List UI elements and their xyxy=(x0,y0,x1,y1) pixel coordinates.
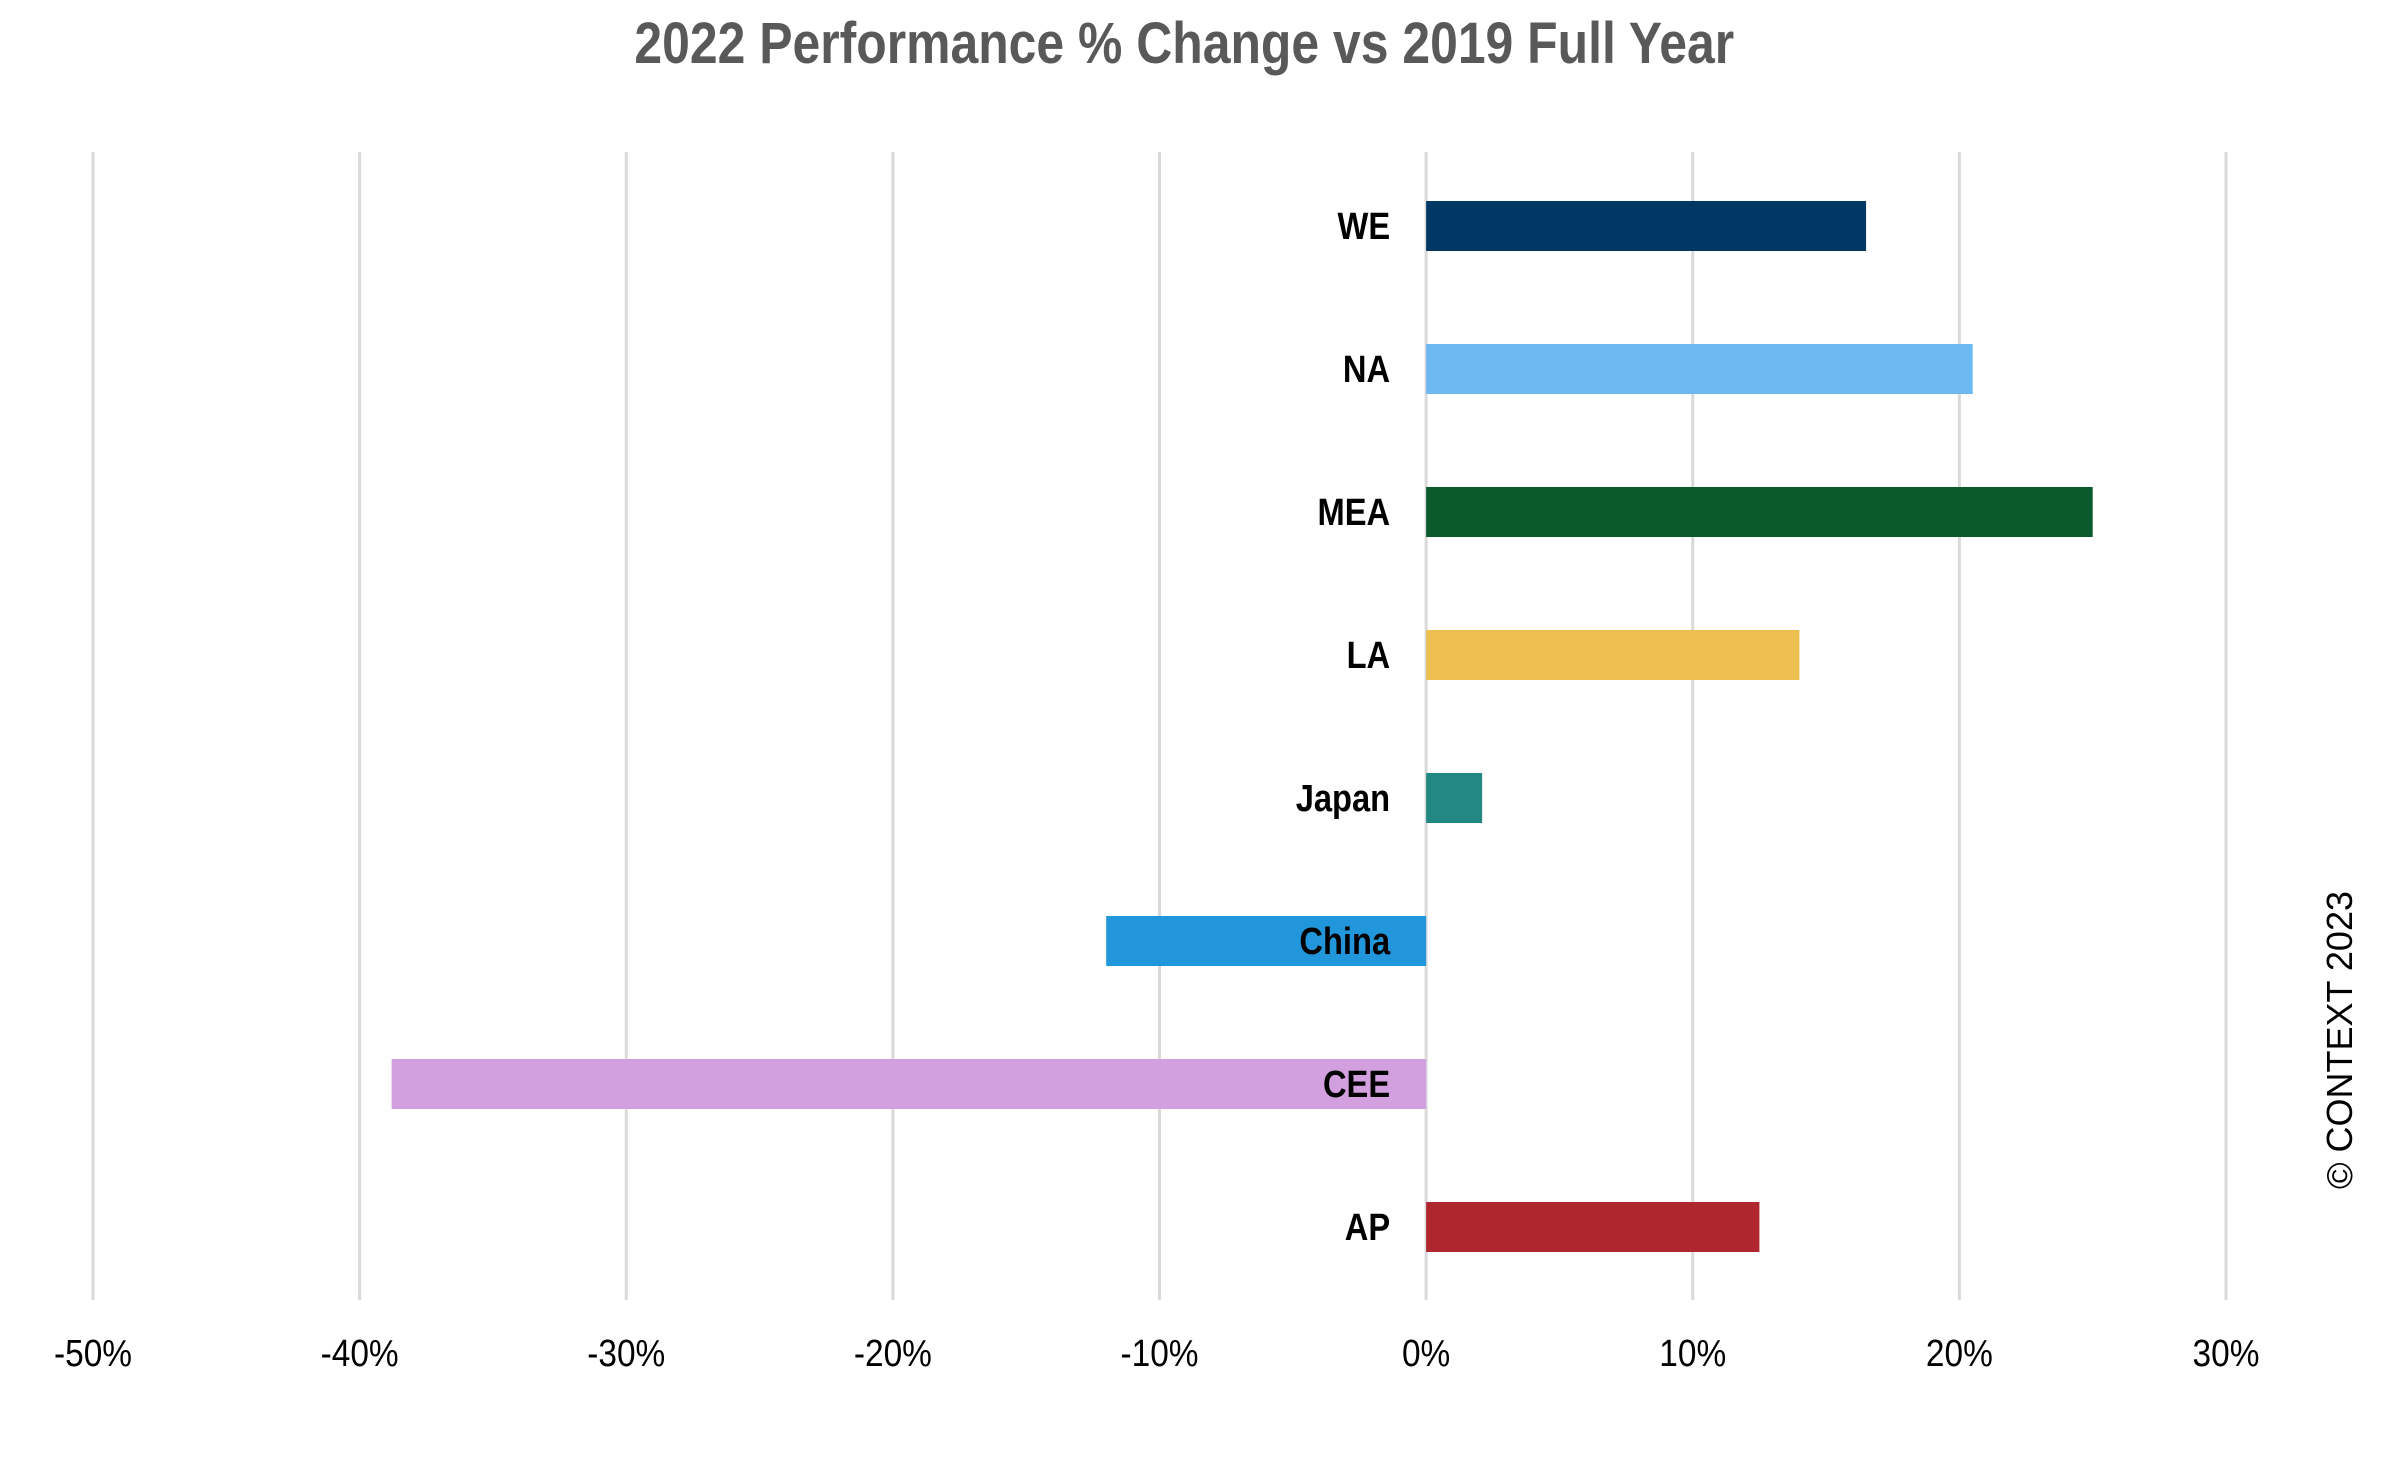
category-label: NA xyxy=(1343,348,1390,391)
bar-china xyxy=(1106,916,1427,966)
x-tick-label: 20% xyxy=(1926,1332,1993,1374)
x-tick-label: -10% xyxy=(1120,1332,1198,1374)
bar-japan xyxy=(1426,773,1483,823)
gridlines xyxy=(91,152,2228,1300)
category-label: AP xyxy=(1345,1206,1390,1249)
bar-mea xyxy=(1426,487,2093,537)
chart-title: 2022 Performance % Change vs 2019 Full Y… xyxy=(634,11,1735,76)
x-tick-label: -30% xyxy=(587,1332,665,1374)
category-label: Japan xyxy=(1296,777,1390,820)
x-tick-label: -40% xyxy=(321,1332,399,1374)
x-tick-label: 0% xyxy=(1402,1332,1450,1374)
category-label: WE xyxy=(1338,205,1391,248)
bar-we xyxy=(1426,201,1867,251)
bar-ap xyxy=(1426,1202,1760,1252)
copyright-text: © CONTEXT 2023 xyxy=(2319,891,2360,1189)
bar-cee xyxy=(391,1059,1427,1109)
x-tick-label: 10% xyxy=(1659,1332,1726,1374)
category-label: MEA xyxy=(1318,491,1391,534)
bars xyxy=(391,201,2093,1252)
category-label: LA xyxy=(1347,634,1391,677)
x-tick-label: -50% xyxy=(54,1332,132,1374)
bar-la xyxy=(1426,630,1800,680)
x-tick-label: 30% xyxy=(2193,1332,2260,1374)
category-label: CEE xyxy=(1323,1063,1390,1106)
x-axis-tick-labels: -50% -40% -30% -20% -10% 0% 10% 20% 30% xyxy=(54,1332,2259,1374)
category-labels: WE NA MEA LA Japan China CEE AP xyxy=(1296,205,1391,1249)
category-label: China xyxy=(1299,920,1390,963)
bar-na xyxy=(1426,344,1973,394)
x-tick-label: -20% xyxy=(854,1332,932,1374)
